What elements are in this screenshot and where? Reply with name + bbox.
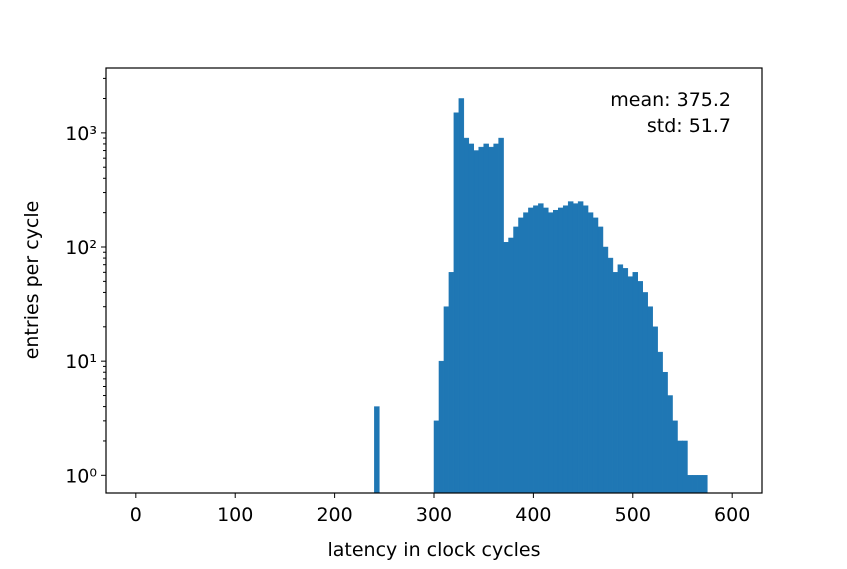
bar: [473, 150, 479, 494]
bar: [523, 212, 529, 494]
x-tick-label: 0: [130, 504, 142, 526]
bar: [582, 205, 589, 494]
x-tick-label: 500: [615, 504, 651, 526]
bar: [662, 371, 668, 494]
x-tick-label: 400: [515, 504, 551, 526]
bar: [657, 351, 663, 494]
bar: [622, 268, 629, 494]
bar: [572, 203, 579, 494]
bar: [607, 257, 614, 494]
bar: [468, 143, 475, 494]
bar: [458, 98, 465, 494]
bar: [677, 440, 683, 494]
annotation: mean: 375.2: [610, 89, 731, 111]
bar: [692, 475, 698, 494]
bar: [508, 237, 514, 494]
bar: [543, 207, 549, 494]
x-tick-label: 200: [316, 504, 352, 526]
bar: [627, 276, 634, 494]
bar: [697, 475, 703, 494]
bar: [652, 326, 658, 494]
bar: [453, 112, 460, 494]
y-tick-label: 10⁰: [65, 465, 97, 487]
bar: [538, 203, 544, 494]
bar: [478, 146, 484, 494]
bar: [567, 201, 574, 494]
bar: [602, 246, 609, 494]
bar: [374, 406, 380, 494]
x-tick-label: 100: [217, 504, 253, 526]
bar: [528, 207, 534, 494]
bar: [667, 395, 673, 494]
bar: [443, 306, 450, 494]
bar: [518, 217, 524, 494]
bar: [448, 272, 455, 494]
bar: [533, 205, 539, 494]
bar: [587, 212, 594, 494]
bar: [642, 292, 648, 494]
bar: [672, 420, 678, 494]
bar: [488, 146, 494, 494]
bar: [503, 242, 509, 494]
bar: [562, 205, 569, 494]
x-tick-label: 600: [714, 504, 750, 526]
bar: [493, 143, 499, 494]
bar: [617, 264, 624, 494]
bar: [612, 272, 619, 494]
y-tick-label: 10¹: [65, 351, 97, 373]
bar: [592, 217, 599, 494]
bar: [682, 440, 688, 494]
bar: [553, 209, 559, 494]
y-tick-label: 10²: [65, 237, 97, 259]
bar: [433, 420, 440, 494]
annotation: std: 51.7: [647, 115, 731, 137]
y-tick-label: 10³: [65, 123, 97, 145]
bar: [702, 475, 708, 494]
bar: [548, 212, 554, 494]
bar: [597, 226, 604, 494]
bar: [632, 272, 639, 494]
y-axis-label: entries per cycle: [21, 201, 43, 360]
bar: [438, 360, 445, 494]
bar: [687, 475, 693, 494]
bar: [577, 201, 584, 494]
bar: [463, 137, 470, 494]
x-tick-label: 300: [416, 504, 452, 526]
bar: [498, 137, 504, 494]
bar: [557, 207, 564, 494]
bar: [637, 281, 643, 494]
x-axis-label: latency in clock cycles: [327, 539, 540, 561]
bar: [483, 143, 489, 494]
bar: [647, 306, 653, 494]
bar: [513, 226, 519, 494]
